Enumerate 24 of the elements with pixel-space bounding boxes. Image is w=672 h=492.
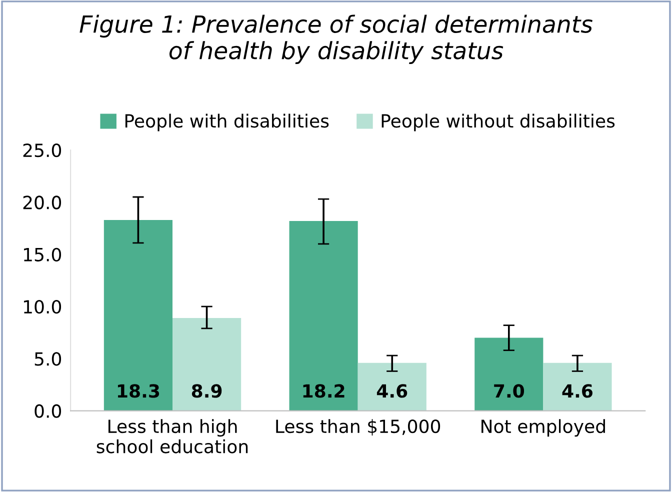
x-tick-label: Less than high school education [96,419,248,454]
y-tick-label: 10.0 [24,300,62,314]
data-label: 18.3 [118,384,160,398]
data-label: 7.0 [494,384,524,398]
bar [104,220,172,411]
legend-label: People without disabilities [382,114,615,132]
legend-label: People with disabilities [125,114,329,132]
bar [543,362,612,411]
y-tick-label: 20.0 [23,196,62,210]
bar [358,362,426,411]
y-tick-label: 5.0 [34,352,62,366]
bar [172,318,242,411]
data-label: 8.9 [192,384,222,398]
bar [289,220,358,411]
x-tick-label: Not employed [482,419,605,437]
y-tick-label: 0.0 [34,404,62,418]
data-label: 18.2 [303,384,344,398]
bar [474,338,544,411]
y-tick-label: 15.0 [24,248,62,262]
y-tick-label: 25.0 [23,144,62,158]
data-label: 4.6 [562,384,592,398]
x-tick-label: Less than $15,000 [276,419,440,436]
data-label: 4.6 [376,384,408,398]
chart-title: Figure 1: Prevalence of social determinants of health by disability status [80,14,592,64]
